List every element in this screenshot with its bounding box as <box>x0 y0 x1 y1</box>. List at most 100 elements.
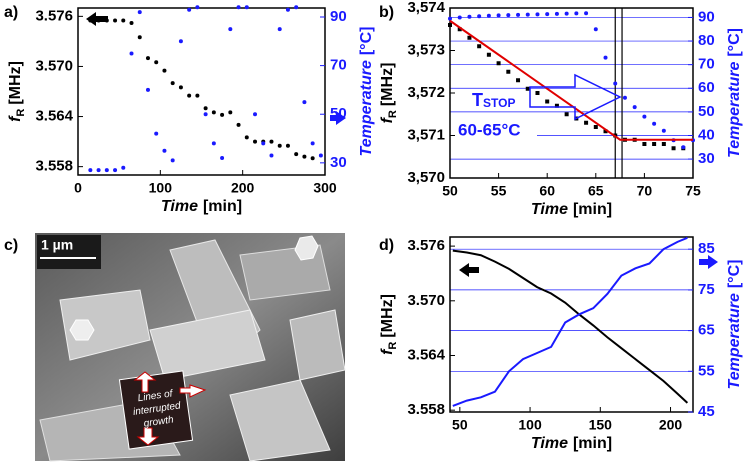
sem-image <box>35 233 346 462</box>
data-point <box>178 39 183 44</box>
x-tick-label: 65 <box>588 183 604 199</box>
data-line <box>452 236 688 407</box>
data-point <box>277 143 282 148</box>
data-point <box>96 168 101 173</box>
data-point <box>477 14 482 19</box>
data-point <box>294 152 299 157</box>
data-point <box>496 61 501 66</box>
axis-arrow <box>330 111 346 125</box>
data-point <box>642 114 647 119</box>
data-point <box>162 68 167 73</box>
y2-tick-label: 50 <box>330 105 347 122</box>
y2-tick-label: 85 <box>698 240 715 257</box>
x-tick-label: 300 <box>313 180 337 196</box>
data-point <box>310 141 315 146</box>
data-point <box>302 154 307 159</box>
y-axis-subscript: R <box>387 342 399 350</box>
y-tick-label: 3.558 <box>407 401 445 418</box>
data-point <box>584 120 589 125</box>
y2-tick-label: 75 <box>698 281 715 298</box>
data-point <box>195 93 200 98</box>
data-point <box>486 13 491 18</box>
data-point <box>113 168 118 173</box>
data-point <box>535 91 540 95</box>
data-point <box>236 5 241 10</box>
y2-axis-unit: [°C] <box>358 27 375 56</box>
data-point <box>244 135 249 140</box>
y-tick-label: 3,571 <box>407 126 445 143</box>
data-line <box>452 249 689 404</box>
data-point <box>253 112 258 117</box>
y-tick-label: 3.570 <box>35 57 73 74</box>
x-tick-label: 70 <box>637 183 653 199</box>
data-point <box>88 18 93 23</box>
data-point <box>652 121 657 126</box>
y-axis-symbol: f <box>379 116 396 123</box>
data-point <box>457 15 462 20</box>
panel-label: b) <box>379 4 394 21</box>
data-point <box>584 11 589 16</box>
data-point <box>603 129 608 134</box>
y-axis-label: fR [MHz] <box>379 294 399 355</box>
panel-label: a) <box>4 4 18 21</box>
x-axis-label: Time [min] <box>161 198 242 215</box>
data-point <box>545 12 550 17</box>
x-axis-unit: [min] <box>203 198 242 215</box>
data-point <box>96 18 101 23</box>
y-axis-symbol: f <box>379 348 396 355</box>
data-point <box>671 146 676 151</box>
y2-axis-name: Temperature <box>726 293 743 389</box>
x-tick-label: 200 <box>231 180 255 196</box>
data-point <box>574 11 579 16</box>
y2-tick-label: 90 <box>330 8 347 25</box>
y-tick-label: 3.558 <box>35 158 73 175</box>
x-axis-unit: [min] <box>573 201 612 218</box>
data-point <box>506 69 511 74</box>
y-tick-label: 3.570 <box>407 292 445 309</box>
data-point <box>162 148 167 153</box>
axis-arrow <box>459 263 479 277</box>
data-point <box>535 12 540 17</box>
axis-arrow <box>699 255 718 269</box>
y2-tick-label: 60 <box>698 79 715 96</box>
data-point <box>613 81 618 86</box>
x-axis-name: Time <box>531 435 568 452</box>
data-point <box>622 95 627 100</box>
data-point <box>642 142 647 146</box>
data-point <box>457 27 462 32</box>
data-line <box>449 19 693 141</box>
data-point <box>554 11 559 16</box>
y2-axis-unit: [°C] <box>726 260 743 289</box>
y2-tick-label: 65 <box>698 322 715 339</box>
y-axis-unit: [MHz] <box>379 294 396 338</box>
data-point <box>506 13 511 18</box>
data-point <box>244 5 249 10</box>
y2-axis-name: Temperature <box>358 60 375 156</box>
data-point <box>545 99 550 104</box>
data-point <box>467 35 472 40</box>
x-axis-name: Time <box>161 198 198 215</box>
y2-tick-label: 45 <box>698 403 715 420</box>
x-tick-label: 60 <box>539 183 555 199</box>
y-axis-symbol: f <box>7 115 24 122</box>
y2-tick-label: 30 <box>330 154 347 171</box>
data-point <box>220 112 225 117</box>
data-point <box>554 103 559 108</box>
caption-line: growth <box>143 414 175 429</box>
panel-label: c) <box>4 237 18 254</box>
data-point <box>121 18 126 23</box>
data-point <box>310 156 315 161</box>
y2-tick-label: 70 <box>698 56 715 73</box>
data-point <box>187 7 192 12</box>
data-point <box>154 60 159 65</box>
data-point <box>486 52 491 57</box>
x-tick-label: 0 <box>74 180 82 196</box>
axis-arrow <box>86 12 108 26</box>
y2-axis-label: Temperature [°C] <box>726 260 743 390</box>
y-axis-unit: [MHz] <box>379 63 396 107</box>
x-tick-label: 55 <box>491 183 507 199</box>
plot-frame <box>449 236 694 413</box>
x-axis-unit: [min] <box>573 435 612 452</box>
data-point <box>661 142 666 146</box>
